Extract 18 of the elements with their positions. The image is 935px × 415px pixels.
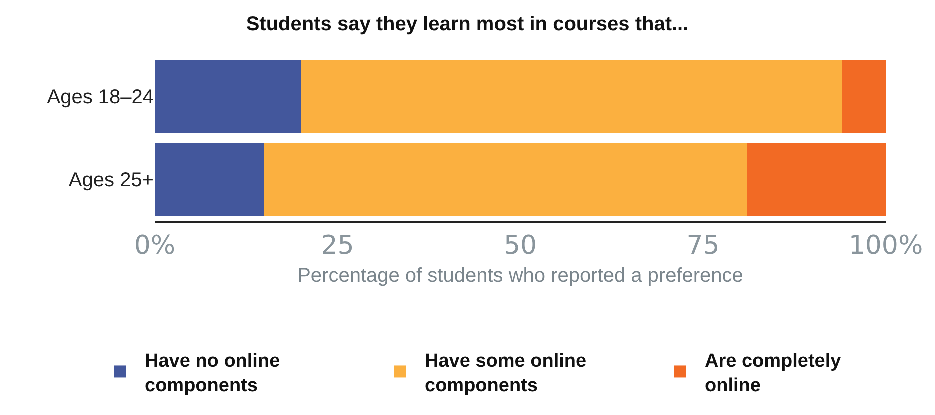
- legend-label: Are completely online: [705, 350, 842, 396]
- x-axis-title: Percentage of students who reported a preference: [298, 265, 744, 288]
- x-tick-label: 75: [686, 231, 720, 262]
- y-tick-label: Ages 25+: [68, 170, 154, 192]
- bar: [842, 60, 886, 134]
- legend-label: Have no online components: [145, 350, 280, 396]
- x-tick-label: 25: [321, 231, 354, 262]
- legend-label: Have some online components: [425, 350, 587, 396]
- y-tick-label: Ages 18–24: [47, 86, 154, 108]
- bar: [747, 142, 886, 216]
- x-tick-label: 0%: [134, 231, 176, 262]
- x-tick-label: 100%: [848, 231, 924, 262]
- bar: [301, 60, 842, 134]
- x-tick-label: 50: [504, 231, 538, 262]
- bar: [264, 142, 748, 216]
- bar: [155, 142, 265, 216]
- bar: [155, 60, 302, 134]
- chart-title: Students say they learn most in courses that...: [246, 14, 689, 36]
